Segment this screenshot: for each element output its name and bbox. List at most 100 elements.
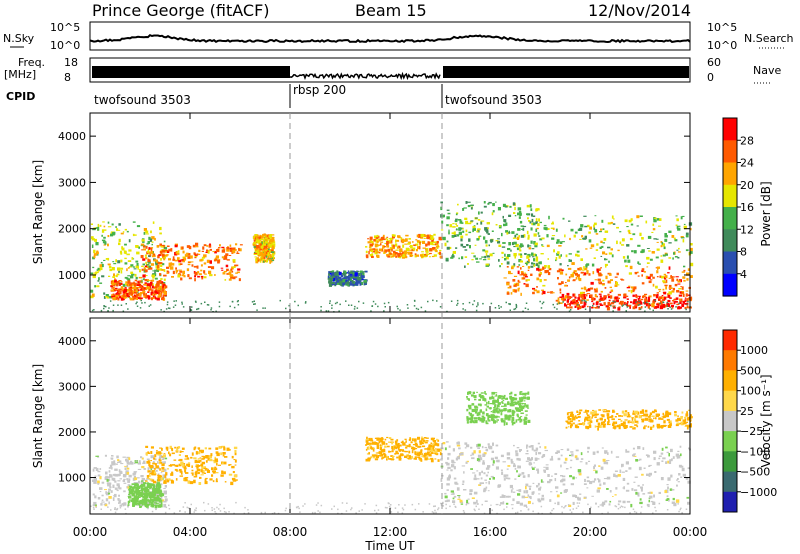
power-cell-r6 (446, 240, 449, 243)
velocity-cell-r4 (506, 474, 509, 477)
velocity-cell-r4 (496, 459, 500, 463)
velocity-cell-r7 (502, 396, 505, 400)
power-cell-r6 (484, 240, 488, 244)
power-speckle (562, 301, 564, 303)
power-cell-r1 (117, 298, 120, 301)
velocity-cell-r6 (674, 411, 677, 414)
velocity-cell-r5 (603, 482, 606, 485)
velocity-cell-r0 (126, 472, 130, 475)
power-cell-r8 (557, 297, 560, 301)
velocity-cell-r3 (421, 437, 424, 441)
power-cell-r9 (586, 263, 590, 266)
velocity-cell-r6 (652, 424, 655, 428)
power-cell-r7 (558, 268, 562, 271)
power-cell-r6 (513, 246, 517, 248)
velocity-cell-r4 (467, 498, 470, 500)
power-cell-r9 (673, 237, 676, 240)
power-cell-r6 (513, 241, 517, 245)
power-cell-r3 (272, 241, 276, 244)
power-cell-r6 (440, 201, 443, 204)
velocity-cell-r3 (430, 442, 433, 445)
power-cell-r9 (683, 225, 687, 230)
velocity-cell-r0 (150, 455, 154, 459)
power-cell-r2 (166, 250, 170, 252)
velocity-cell-r3 (372, 454, 376, 456)
velocity-cell-r3 (381, 450, 384, 453)
power-cell-r2 (236, 271, 240, 274)
power-cell-r9 (608, 252, 613, 255)
velocity-cell-r3 (365, 444, 368, 446)
velocity-cell-r3 (423, 453, 426, 457)
power-cell-r1 (164, 285, 168, 289)
velocity-cell-r6 (571, 414, 574, 418)
power-cell-r9 (574, 231, 578, 234)
power-cell-r9 (535, 254, 537, 257)
power-speckle (556, 308, 558, 310)
power-cell-r7 (512, 279, 516, 282)
power-cell-r0 (91, 293, 95, 297)
power-cell-r8 (623, 293, 627, 297)
velocity-cell-r5 (658, 455, 662, 457)
power-cell-r5 (420, 254, 423, 257)
power-ytick-label: 2000 (58, 223, 86, 236)
power-cell-r2 (153, 253, 156, 257)
velocity-cell-r5 (615, 474, 618, 478)
power-cell-r4 (343, 276, 347, 279)
power-cell-r0 (115, 275, 118, 278)
velocity-cell-r1 (155, 491, 158, 493)
velocity-cell-r3 (365, 440, 369, 443)
velocity-cell-r5 (675, 499, 680, 503)
power-cell-r4 (336, 280, 341, 283)
power-cell-r9 (576, 250, 580, 253)
power-cell-r6 (491, 212, 494, 216)
velocity-cell-r1 (142, 496, 145, 499)
power-cell-r1 (158, 290, 161, 295)
power-cell-r2 (188, 261, 191, 263)
power-cell-r6 (517, 207, 522, 211)
power-cell-r5 (397, 256, 400, 258)
power-cell-r8 (661, 305, 665, 308)
power-cell-r9 (546, 244, 550, 248)
power-cell-r6 (490, 239, 494, 242)
velocity-cell-r6 (687, 417, 690, 421)
power-speckle (320, 309, 322, 312)
power-speckle (288, 304, 290, 307)
velocity-cell-r3 (430, 437, 434, 441)
velocity-cell-r2 (180, 471, 183, 475)
power-cell-r2 (223, 270, 228, 273)
power-cell-r1 (141, 288, 146, 291)
power-cell-r3 (265, 259, 268, 263)
power-cell-r7 (643, 271, 646, 273)
power-cell-r6 (456, 225, 459, 227)
velocity-cell-r3 (368, 437, 371, 441)
power-speckle (439, 306, 442, 308)
velocity-cell-r3 (436, 438, 438, 441)
velocity-cell-r5 (562, 483, 566, 486)
power-cell-r9 (605, 265, 607, 268)
power-cell-r3 (261, 235, 264, 239)
velocity-cell-r2 (197, 447, 201, 450)
velocity-cell-r3 (417, 456, 421, 458)
power-cell-r2 (225, 253, 229, 256)
power-cell-r6 (464, 265, 466, 268)
power-cell-r7 (628, 290, 631, 292)
power-cell-r2 (174, 259, 178, 262)
power-cell-r7 (580, 287, 584, 290)
velocity-cell-r0 (164, 498, 167, 501)
power-cell-r4 (338, 277, 342, 279)
power-cell-r9 (575, 253, 578, 257)
power-cell-r1 (139, 297, 143, 300)
power-cell-r7 (614, 284, 618, 287)
velocity-cell-r5 (572, 501, 575, 505)
velocity-cell-r3 (401, 440, 404, 444)
velocity-cell-r1 (158, 485, 161, 489)
velocity-cell-r2 (178, 469, 182, 472)
velocity-cell-r5 (557, 501, 560, 506)
velocity-cell-r0 (155, 482, 158, 484)
power-cell-r1 (145, 296, 147, 299)
velocity-cell-r4 (527, 494, 530, 497)
velocity-cell-r4 (492, 477, 495, 480)
velocity-cell-r4 (476, 444, 479, 448)
power-cell-r8 (644, 298, 647, 302)
velocity-cell-r3 (391, 449, 395, 451)
